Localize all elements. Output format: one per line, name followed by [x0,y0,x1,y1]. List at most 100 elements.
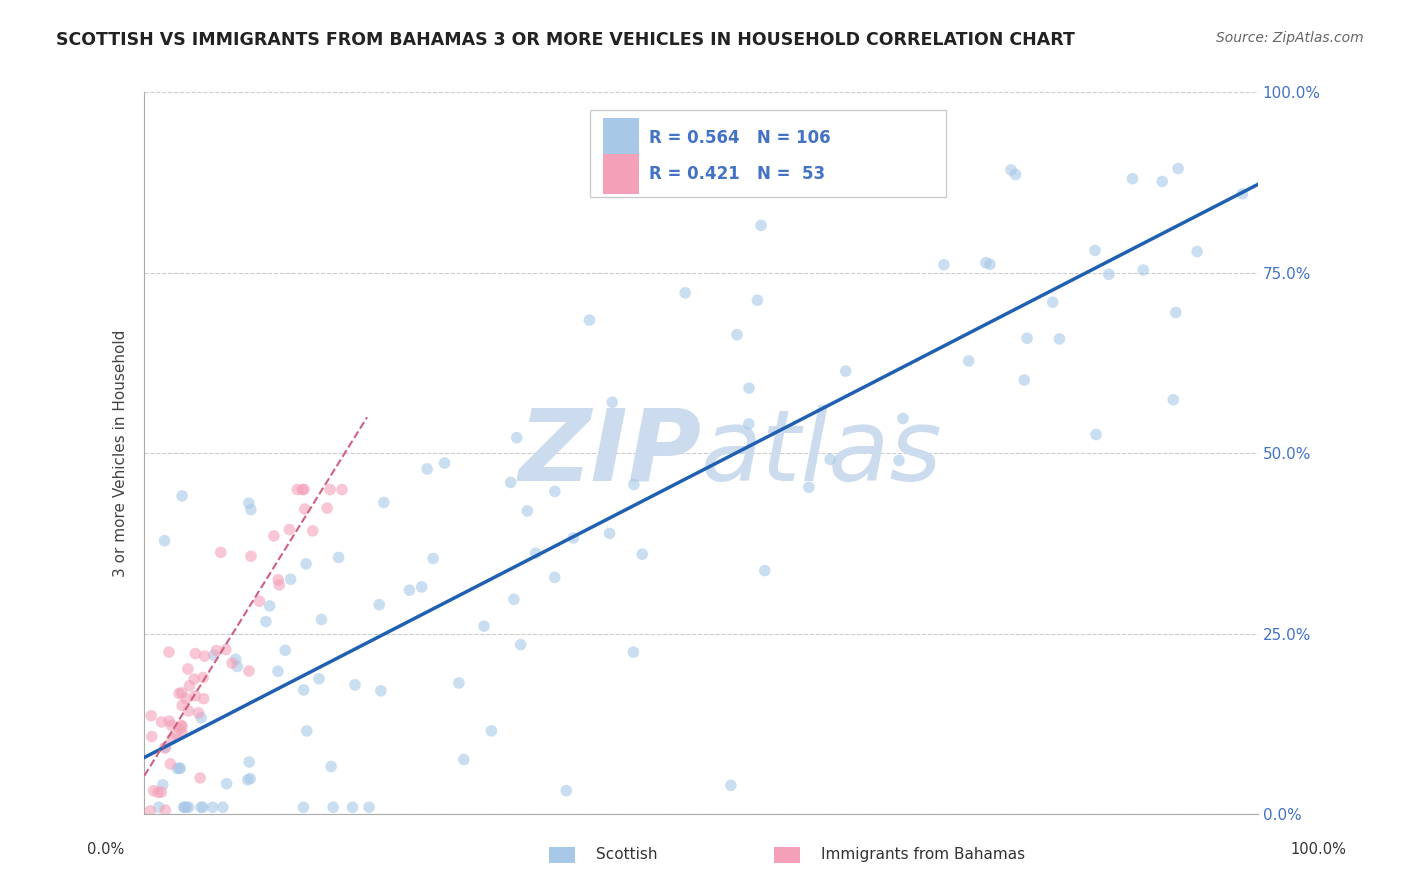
Point [285,483,308,497]
FancyBboxPatch shape [589,111,946,197]
Point [623,645,645,659]
Point [157,645,180,659]
Point [749,219,772,233]
Point [738,381,761,395]
Point [215,642,238,657]
Point [1232,186,1254,201]
Point [292,483,315,497]
Point [202,648,225,663]
Point [194,649,217,664]
Point [322,800,344,814]
Point [169,761,191,775]
Point [166,762,188,776]
Point [292,800,315,814]
Text: ZIP: ZIP [519,405,702,502]
Point [263,529,285,543]
Point [238,496,260,510]
Point [1121,171,1143,186]
Point [212,800,235,814]
Text: Immigrants from Bahamas: Immigrants from Bahamas [821,847,1025,863]
Point [673,285,696,300]
Point [249,594,271,608]
Point [891,411,914,425]
Point [422,551,444,566]
Point [481,723,503,738]
Point [225,652,247,666]
Point [141,708,163,723]
Point [1152,174,1174,188]
Text: Scottish: Scottish [596,847,657,863]
Point [747,293,769,308]
Point [301,524,323,538]
Point [183,672,205,686]
Point [280,572,302,586]
Bar [603,154,638,194]
Text: 0.0%: 0.0% [87,842,124,856]
Point [370,683,392,698]
Point [342,800,364,814]
Point [509,638,531,652]
Point [295,557,318,571]
Point [153,741,176,756]
Point [240,549,263,564]
Point [236,772,259,787]
Point [148,800,170,814]
Point [411,580,433,594]
Point [818,452,841,467]
Point [599,526,621,541]
Point [174,691,197,706]
Point [1015,331,1038,345]
Point [239,502,262,516]
Point [472,619,495,633]
Point [160,731,183,746]
Point [524,546,547,560]
Point [295,723,318,738]
Point [1084,244,1107,258]
Point [274,643,297,657]
Point [600,395,623,409]
Point [238,664,260,678]
Point [157,714,180,728]
Point [1164,305,1187,319]
Point [159,756,181,771]
Point [1042,295,1064,310]
Point [373,495,395,509]
Point [974,256,997,270]
Text: 100.0%: 100.0% [1291,842,1347,856]
Point [179,679,201,693]
Point [141,730,163,744]
Point [267,573,290,587]
Point [321,759,343,773]
Point [152,778,174,792]
Point [269,578,291,592]
Point [239,772,262,786]
Point [893,153,915,168]
Point [544,484,567,499]
Point [150,785,173,799]
Point [193,691,215,706]
Point [1000,163,1022,178]
Text: R = 0.421   N =  53: R = 0.421 N = 53 [648,165,825,183]
Point [328,550,350,565]
Point [291,483,314,497]
Point [201,800,224,814]
Point [308,672,330,686]
Point [184,647,207,661]
Point [139,804,162,818]
Point [503,592,526,607]
Point [191,671,214,685]
Point [499,475,522,490]
Point [316,501,339,516]
Point [720,778,742,792]
Text: SCOTTISH VS IMMIGRANTS FROM BAHAMAS 3 OR MORE VEHICLES IN HOUSEHOLD CORRELATION : SCOTTISH VS IMMIGRANTS FROM BAHAMAS 3 OR… [56,31,1076,49]
Text: atlas: atlas [702,405,943,502]
Point [738,417,761,431]
Point [433,456,456,470]
Point [725,327,748,342]
Point [368,598,391,612]
Point [505,431,527,445]
Point [254,615,277,629]
Point [177,800,200,814]
Point [190,800,212,814]
Point [155,740,177,755]
